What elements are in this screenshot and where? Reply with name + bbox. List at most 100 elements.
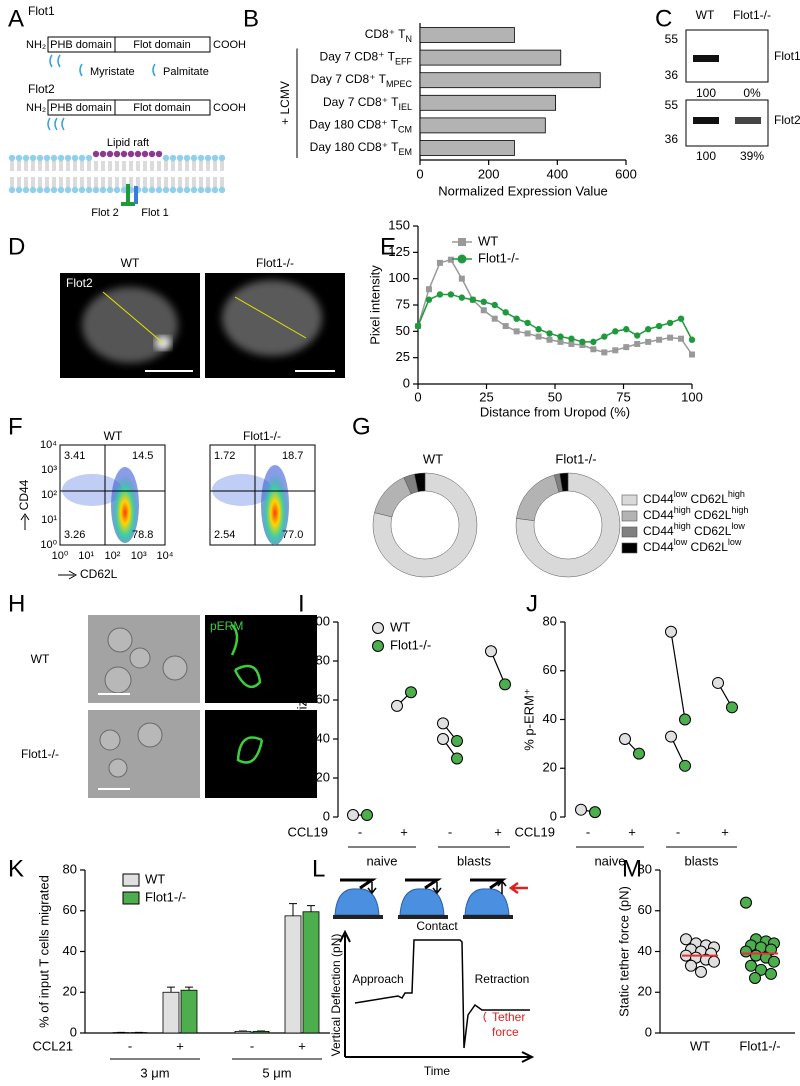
point xyxy=(745,959,757,972)
category-label-part: CD8⁺ T xyxy=(365,27,406,41)
category-label-part: Day 7 CD8⁺ T xyxy=(311,72,387,86)
y-tick-label: 60 xyxy=(543,662,557,677)
lipid-head xyxy=(71,154,79,162)
legend-label-part: CD62L xyxy=(691,508,732,522)
marker: 36 xyxy=(665,132,679,146)
legend-swatch xyxy=(621,542,638,554)
x-tick-label: 10¹ xyxy=(78,550,94,562)
lipid-tail xyxy=(87,161,91,187)
y-tick-label: 0 xyxy=(645,1024,652,1039)
point xyxy=(679,759,691,772)
lipid-head xyxy=(71,186,79,194)
lipid-head xyxy=(148,150,156,158)
point xyxy=(680,933,692,946)
y-tick-label: 40 xyxy=(316,730,330,745)
point xyxy=(765,967,777,980)
domain: PHB domain xyxy=(50,102,112,114)
marker xyxy=(458,275,465,282)
marker xyxy=(557,338,564,345)
group-label: 5 μm xyxy=(262,1065,291,1080)
bar xyxy=(162,991,180,1034)
point xyxy=(755,963,767,976)
x-tick-label: 200 xyxy=(478,166,500,181)
lipid-tail xyxy=(80,161,84,187)
band xyxy=(693,117,719,124)
y-tick-label: 125 xyxy=(388,244,410,259)
x-tick-label: 25 xyxy=(479,389,493,404)
lipid-head xyxy=(155,186,163,194)
column-label: Flot1-/- xyxy=(733,8,771,22)
marker xyxy=(655,322,663,330)
lipid-head xyxy=(78,154,86,162)
marker xyxy=(634,340,641,347)
panel-f: WT Flot1-/- 3.41 14.5 3.26 78.8 1.72 18.… xyxy=(17,429,316,581)
lipid-head xyxy=(106,150,114,158)
marker xyxy=(447,256,454,263)
legend-label-part: CD44 xyxy=(643,524,674,538)
protein: Flot2 xyxy=(774,113,800,127)
point xyxy=(740,945,752,958)
legend-swatch xyxy=(621,510,638,522)
lipid-tail xyxy=(45,161,49,187)
arrow xyxy=(58,570,78,580)
marker xyxy=(590,338,597,346)
legend-label-part: high xyxy=(731,505,748,515)
column-label: WT xyxy=(104,429,123,443)
lipid-tail xyxy=(73,161,77,187)
y-tick-label: 0 xyxy=(323,808,330,823)
category-label: Day 7 CD8⁺ TMPEC xyxy=(311,72,413,89)
lipid-head xyxy=(8,186,16,194)
lipid-head xyxy=(211,154,219,162)
point xyxy=(619,733,631,745)
lipid-tail xyxy=(122,161,126,187)
marker xyxy=(535,326,542,333)
legend-label-part: low xyxy=(674,537,688,547)
lipid-head xyxy=(183,154,191,162)
quadrant-value: 2.54 xyxy=(214,529,235,541)
factor-label: CCL19 xyxy=(515,824,555,839)
category-label-part: N xyxy=(406,34,413,44)
marker xyxy=(656,336,663,343)
band xyxy=(735,117,761,124)
row-label: WT xyxy=(31,652,50,666)
annotation: Tether xyxy=(492,1010,525,1024)
y-axis-label: CD44 xyxy=(17,479,31,510)
lipid-head xyxy=(197,154,205,162)
point xyxy=(740,896,752,909)
panel-label: A xyxy=(8,5,24,32)
domain-box xyxy=(47,36,211,53)
y-tick-label: 100 xyxy=(308,613,330,628)
axes xyxy=(339,929,535,1063)
marker xyxy=(469,296,476,303)
category-label: - xyxy=(448,824,452,839)
lipid-head xyxy=(36,154,44,162)
category-label: + xyxy=(721,824,729,839)
lipid-head xyxy=(190,154,198,162)
lipid-tail xyxy=(136,161,140,187)
quadrant-value: 77.0 xyxy=(282,529,303,541)
marker xyxy=(436,259,443,266)
category-label: CD8⁺ TN xyxy=(365,27,412,44)
lipid-head xyxy=(155,150,163,158)
legend-label: Flot1-/- xyxy=(390,637,431,652)
lipid-tail xyxy=(59,161,63,187)
factor-label: CCL19 xyxy=(288,824,328,839)
cell xyxy=(82,287,178,363)
legend-label: CD44low CD62Lhigh xyxy=(643,489,745,506)
legend-label: Flot1-/- xyxy=(145,889,186,904)
factor-label: CCL21 xyxy=(33,1038,73,1053)
y-tick-label: 20 xyxy=(543,760,557,775)
arrow xyxy=(20,513,30,530)
label: Myristate xyxy=(90,66,135,78)
lipid-head xyxy=(211,186,219,194)
y-tick-label: 60 xyxy=(316,691,330,706)
lipid-head xyxy=(113,186,121,194)
marker xyxy=(634,332,641,339)
category-label: + xyxy=(176,1038,184,1053)
lipid-tail xyxy=(178,161,182,187)
bar xyxy=(419,27,515,43)
category-label-part: CM xyxy=(398,125,412,135)
quant: 0% xyxy=(743,86,761,100)
x-tick-label: 0 xyxy=(414,389,421,404)
marker xyxy=(447,291,455,298)
